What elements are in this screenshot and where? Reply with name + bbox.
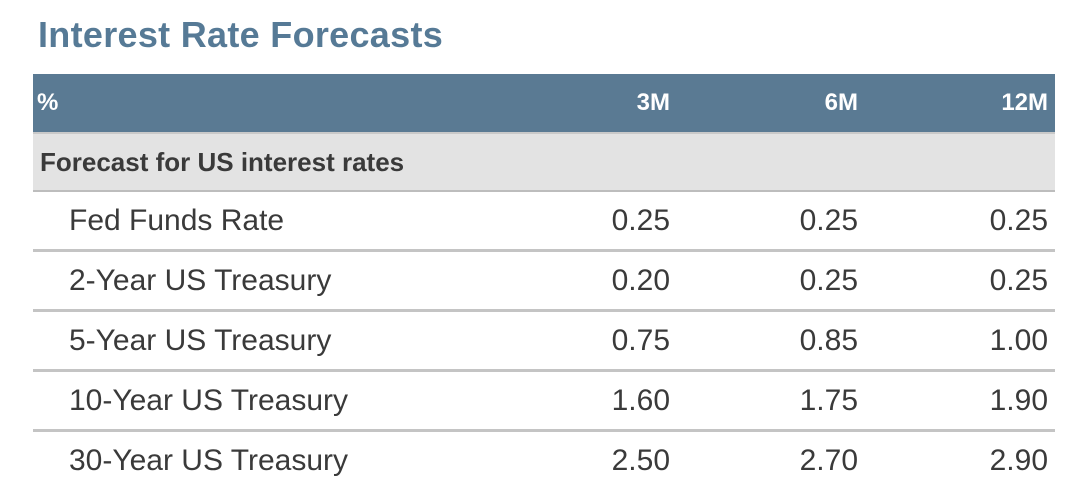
header-unit: % <box>37 89 59 116</box>
cell-12m: 2.90 <box>989 443 1048 477</box>
row-label: 10-Year US Treasury <box>69 383 349 417</box>
cell-6m: 2.70 <box>799 443 858 477</box>
header-12m: 12M <box>1001 89 1048 116</box>
cell-3m: 0.25 <box>611 203 670 237</box>
cell-12m: 0.25 <box>989 263 1048 297</box>
cell-6m: 1.75 <box>799 383 858 417</box>
cell-12m: 1.00 <box>989 323 1048 357</box>
row-label: Fed Funds Rate <box>69 203 285 237</box>
cell-12m: 0.25 <box>989 203 1048 237</box>
table-row: 30-Year US Treasury 2.50 2.70 2.90 <box>33 432 1055 489</box>
section-label: Forecast for US interest rates <box>40 146 405 177</box>
cell-6m: 0.25 <box>799 263 858 297</box>
page-title: Interest Rate Forecasts <box>38 14 444 55</box>
table-row: Fed Funds Rate 0.25 0.25 0.25 <box>33 192 1055 252</box>
row-label: 30-Year US Treasury <box>69 443 349 477</box>
header-3m: 3M <box>636 89 670 116</box>
table-row: 10-Year US Treasury 1.60 1.75 1.90 <box>33 372 1055 432</box>
row-label: 2-Year US Treasury <box>69 263 332 297</box>
section-header: Forecast for US interest rates <box>33 132 1055 192</box>
forecast-table: % 3M 6M 12M Forecast for US interest rat… <box>33 74 1055 489</box>
row-label: 5-Year US Treasury <box>69 323 332 357</box>
table-row: 5-Year US Treasury 0.75 0.85 1.00 <box>33 312 1055 372</box>
header-6m: 6M <box>824 89 858 116</box>
cell-3m: 2.50 <box>611 443 670 477</box>
table-row: 2-Year US Treasury 0.20 0.25 0.25 <box>33 252 1055 312</box>
cell-3m: 1.60 <box>611 383 670 417</box>
cell-12m: 1.90 <box>989 383 1048 417</box>
cell-3m: 0.75 <box>611 323 670 357</box>
cell-3m: 0.20 <box>611 263 670 297</box>
cell-6m: 0.25 <box>799 203 858 237</box>
cell-6m: 0.85 <box>799 323 858 357</box>
table-header: % 3M 6M 12M <box>33 74 1055 132</box>
